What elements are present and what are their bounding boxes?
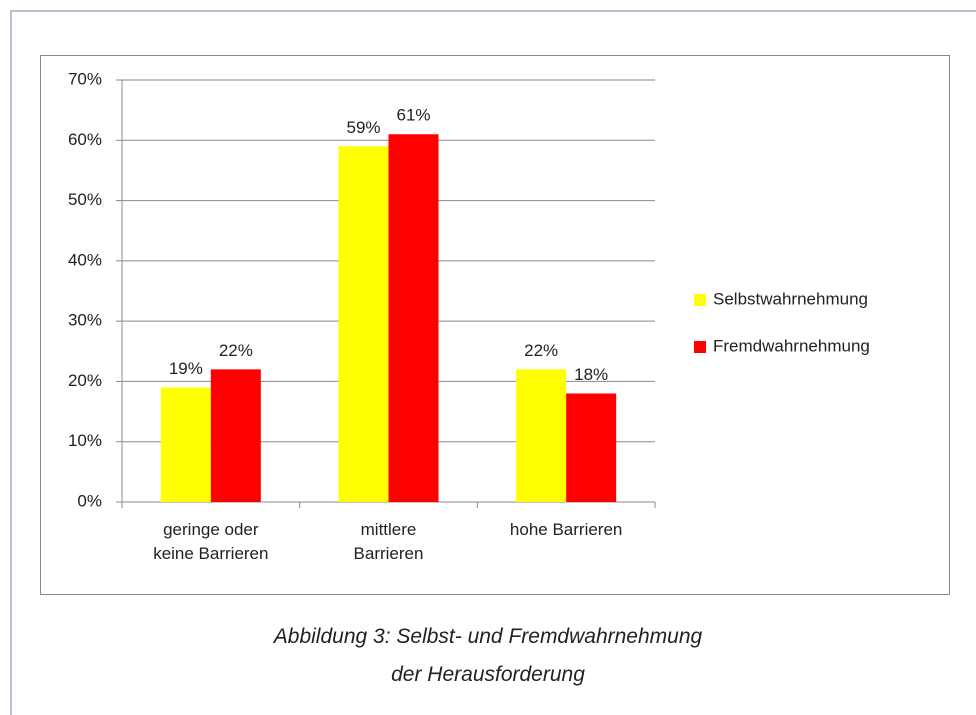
data-label: 22% [524,341,558,360]
legend-swatch [694,341,706,353]
data-label: 18% [574,365,608,384]
x-tick-label: hohe Barrieren [509,520,623,539]
caption: Abbildung 3: Selbst- und Fremdwahrnehmun… [273,625,703,686]
chart-frame [40,55,950,595]
page-frame [10,10,976,715]
bar [566,393,617,502]
x-tick-label: mittlere Barrieren [353,520,424,563]
data-label: 59% [346,118,380,137]
bar [160,387,211,502]
y-tick-label: 20% [68,371,102,390]
legend-label: Fremdwahrnehmung [713,336,870,355]
y-tick-label: 50% [68,190,102,209]
bar [388,134,439,502]
bar [210,369,261,502]
legend-swatch [694,294,706,306]
bar [338,146,389,503]
data-label: 19% [169,359,203,378]
y-tick-label: 0% [77,491,102,510]
x-tick-label: geringe oder keine Barrieren [153,520,269,563]
y-tick-label: 70% [68,69,102,88]
y-tick-label: 40% [68,250,102,269]
data-label: 61% [396,106,430,125]
bar [516,369,567,502]
data-label: 22% [219,341,253,360]
legend-label: Selbstwahrnehmung [713,289,868,308]
y-tick-label: 60% [68,130,102,149]
y-tick-label: 30% [68,311,102,330]
y-tick-label: 10% [68,431,102,450]
